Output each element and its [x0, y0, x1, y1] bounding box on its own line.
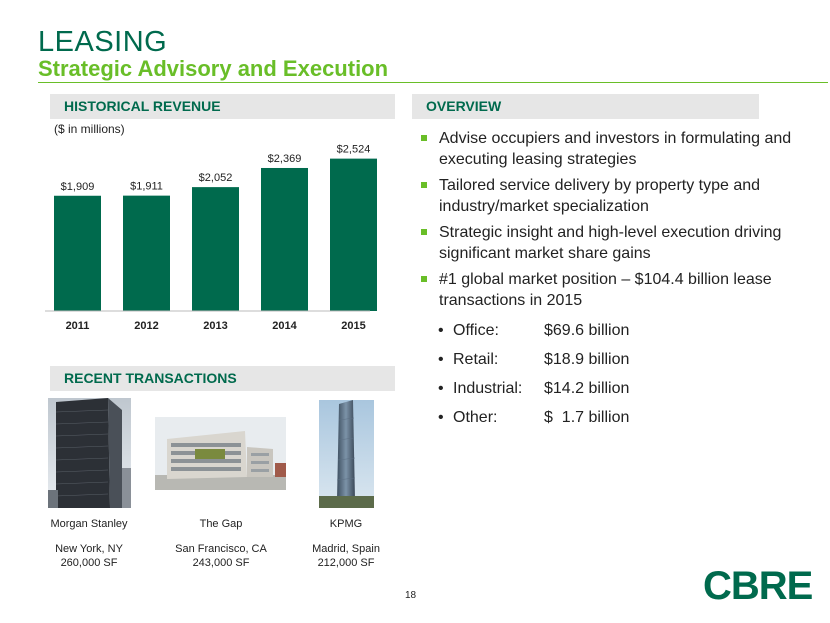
bar-value-label: $2,052	[199, 172, 233, 184]
market-breakdown-row: • Other: $ 1.7 billion	[438, 409, 630, 426]
transaction-size: 212,000 SF	[317, 557, 375, 569]
overview-bullet: Advise occupiers and investors in formul…	[420, 128, 800, 170]
the-gap-building-image	[155, 417, 286, 490]
revenue-bar	[261, 167, 308, 311]
transaction-name: KPMG	[329, 518, 363, 530]
transaction-size: 260,000 SF	[60, 557, 118, 569]
bar-value-label: $2,524	[337, 144, 371, 156]
x-tick-label: 2015	[341, 320, 365, 332]
cbre-logo: CBRE	[703, 564, 813, 608]
x-tick-label: 2011	[66, 320, 90, 332]
bar-value-label: $1,909	[61, 181, 95, 193]
bullet-square-icon	[421, 135, 427, 141]
morgan-stanley-building-image	[48, 398, 131, 508]
transaction-size: 243,000 SF	[192, 557, 250, 569]
revenue-bar	[123, 195, 170, 311]
section-header-transactions: RECENT TRANSACTIONS	[50, 366, 395, 391]
transaction-name: Morgan Stanley	[50, 518, 128, 530]
x-tick-label: 2012	[134, 320, 158, 332]
section-header-overview: OVERVIEW	[412, 94, 759, 119]
market-breakdown-row: • Retail: $18.9 billion	[438, 351, 630, 368]
bullet-dot-icon: •	[438, 380, 444, 397]
page-subtitle: Strategic Advisory and Execution	[38, 56, 389, 81]
overview-bullet: Tailored service delivery by property ty…	[420, 175, 800, 217]
revenue-bar	[330, 158, 377, 311]
x-tick-label: 2014	[272, 320, 297, 332]
bar-value-label: $1,911	[130, 181, 163, 193]
bullet-square-icon	[421, 229, 427, 235]
page-number: 18	[405, 590, 417, 601]
market-breakdown-row: • Office: $69.6 billion	[438, 322, 630, 339]
transaction-location: Madrid, Spain	[312, 543, 380, 555]
bar-value-label: $2,369	[268, 153, 302, 165]
chart-units-label: ($ in millions)	[54, 122, 125, 136]
title-divider	[38, 82, 828, 83]
kpmg-tower-image	[319, 400, 374, 508]
transaction-location: New York, NY	[55, 543, 123, 555]
bullet-dot-icon: •	[438, 351, 444, 368]
bullet-square-icon	[421, 182, 427, 188]
overview-list: Advise occupiers and investors in formul…	[420, 128, 800, 436]
revenue-bar	[192, 187, 239, 311]
overview-bullet: Strategic insight and high-level executi…	[420, 222, 800, 264]
revenue-bar-chart: $1,909 2011 $1,911 2012 $2,052 2013 $2,369 2014…	[45, 144, 377, 332]
bullet-dot-icon: •	[438, 322, 444, 339]
page-title: LEASING	[38, 26, 168, 58]
revenue-bar	[54, 195, 101, 311]
section-header-revenue: HISTORICAL REVENUE	[50, 94, 395, 119]
overview-bullet: #1 global market position – $104.4 billi…	[420, 269, 800, 311]
bullet-dot-icon: •	[438, 409, 444, 426]
x-tick-label: 2013	[203, 320, 227, 332]
transaction-location: San Francisco, CA	[175, 543, 267, 555]
transaction-name: The Gap	[199, 518, 243, 530]
bullet-square-icon	[421, 276, 427, 282]
market-breakdown-row: • Industrial: $14.2 billion	[438, 380, 630, 397]
